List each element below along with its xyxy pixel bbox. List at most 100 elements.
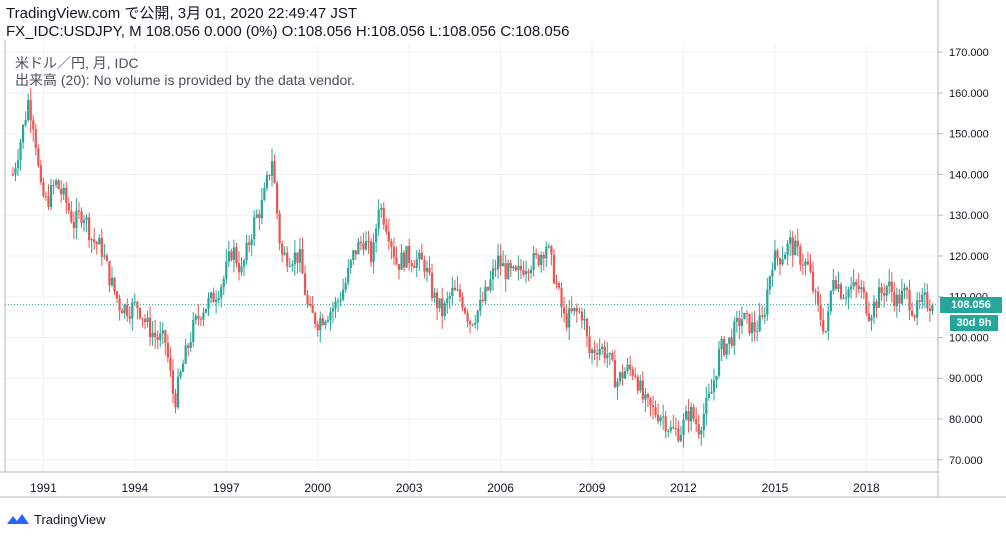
- candle-body: [580, 311, 583, 321]
- candle-body: [161, 330, 164, 334]
- candle-body: [634, 375, 637, 377]
- candle-body: [151, 332, 154, 338]
- candle-body: [778, 258, 782, 265]
- candle-body: [413, 266, 416, 268]
- candle-body: [529, 269, 533, 274]
- candle-body: [560, 287, 563, 308]
- candle-body: [425, 267, 429, 272]
- candle-body: [517, 265, 520, 271]
- candle-body: [756, 331, 759, 333]
- candle-body: [314, 312, 317, 325]
- candle-body: [672, 427, 675, 429]
- candle-body: [928, 308, 931, 312]
- candle-body: [286, 252, 289, 267]
- candle-body: [390, 241, 393, 247]
- candle-body: [349, 259, 352, 268]
- candle-body: [293, 252, 296, 265]
- candle-body: [342, 289, 345, 300]
- candle-body: [471, 324, 474, 326]
- candle-body: [735, 317, 738, 322]
- candle-body: [347, 267, 350, 283]
- candle-body: [639, 380, 642, 391]
- candle-body: [187, 345, 190, 348]
- candle-body: [532, 253, 535, 270]
- candle-body: [700, 430, 703, 435]
- candle-body: [601, 346, 604, 349]
- candle-body: [288, 266, 291, 268]
- footer-brand[interactable]: TradingView: [6, 510, 106, 528]
- candle-body: [263, 188, 266, 201]
- candle-body: [192, 319, 195, 343]
- candle-body: [27, 99, 30, 121]
- candle-body: [913, 315, 916, 318]
- candle-body: [499, 255, 502, 267]
- candle-body: [824, 331, 827, 333]
- candle-body: [496, 255, 500, 270]
- candle-body: [174, 393, 177, 408]
- candle-body: [126, 304, 129, 317]
- candle-body: [588, 336, 591, 354]
- candle-body: [867, 313, 871, 321]
- candle-body: [164, 330, 167, 343]
- candle-body: [509, 263, 512, 269]
- candle-body: [712, 380, 716, 392]
- candle-body: [476, 310, 479, 323]
- candle-body: [804, 261, 807, 266]
- candle-body: [621, 372, 624, 379]
- candle-body: [235, 247, 238, 264]
- candle-body: [575, 307, 578, 312]
- candle-body: [248, 242, 251, 246]
- candle-body: [24, 120, 27, 126]
- candle-body: [182, 363, 185, 372]
- candle-body: [77, 210, 81, 212]
- candle-body: [57, 180, 60, 190]
- candle-body: [95, 242, 98, 245]
- x-tick-label: 2003: [396, 481, 423, 495]
- x-tick-label: 1994: [121, 481, 148, 495]
- candle-body: [171, 370, 175, 394]
- candle-body: [593, 349, 596, 354]
- candle-body: [809, 264, 812, 272]
- candle-body: [692, 406, 695, 419]
- candle-body: [542, 254, 545, 259]
- candle-body: [677, 428, 680, 441]
- candle-body: [197, 315, 200, 319]
- candle-body: [565, 313, 568, 328]
- candle-body: [550, 246, 553, 255]
- candle-body: [103, 255, 106, 257]
- candle-body: [469, 321, 472, 325]
- candle-body: [159, 333, 162, 340]
- candle-body: [138, 307, 142, 318]
- candle-body: [115, 291, 119, 299]
- candle-body: [872, 301, 876, 318]
- candle-body: [11, 174, 15, 176]
- candle-body: [585, 318, 589, 337]
- candle-body: [745, 313, 749, 315]
- candle-body: [789, 237, 792, 244]
- candle-body: [209, 292, 213, 299]
- candle-body: [522, 270, 525, 275]
- candle-body: [583, 318, 586, 321]
- candle-body: [324, 321, 327, 326]
- candle-body: [121, 310, 124, 314]
- candle-body: [801, 264, 804, 266]
- y-tick-label: 140.000: [949, 169, 989, 181]
- candle-body: [154, 332, 157, 337]
- candle-body: [62, 187, 65, 195]
- candle-body: [273, 161, 276, 183]
- candle-body: [410, 262, 413, 267]
- candle-body: [763, 314, 766, 317]
- candle-body: [537, 255, 540, 265]
- candle-body: [563, 307, 566, 314]
- candle-body: [265, 175, 269, 189]
- candle-body: [19, 142, 22, 161]
- candle-body: [743, 313, 746, 320]
- series-legend: 米ドル／円, 月, IDC: [15, 55, 139, 71]
- candle-body: [90, 239, 93, 241]
- candle-body: [555, 283, 558, 285]
- candle-body: [423, 259, 426, 272]
- y-tick-label: 130.000: [949, 210, 989, 222]
- candle-body: [377, 209, 380, 229]
- candle-body: [303, 273, 307, 295]
